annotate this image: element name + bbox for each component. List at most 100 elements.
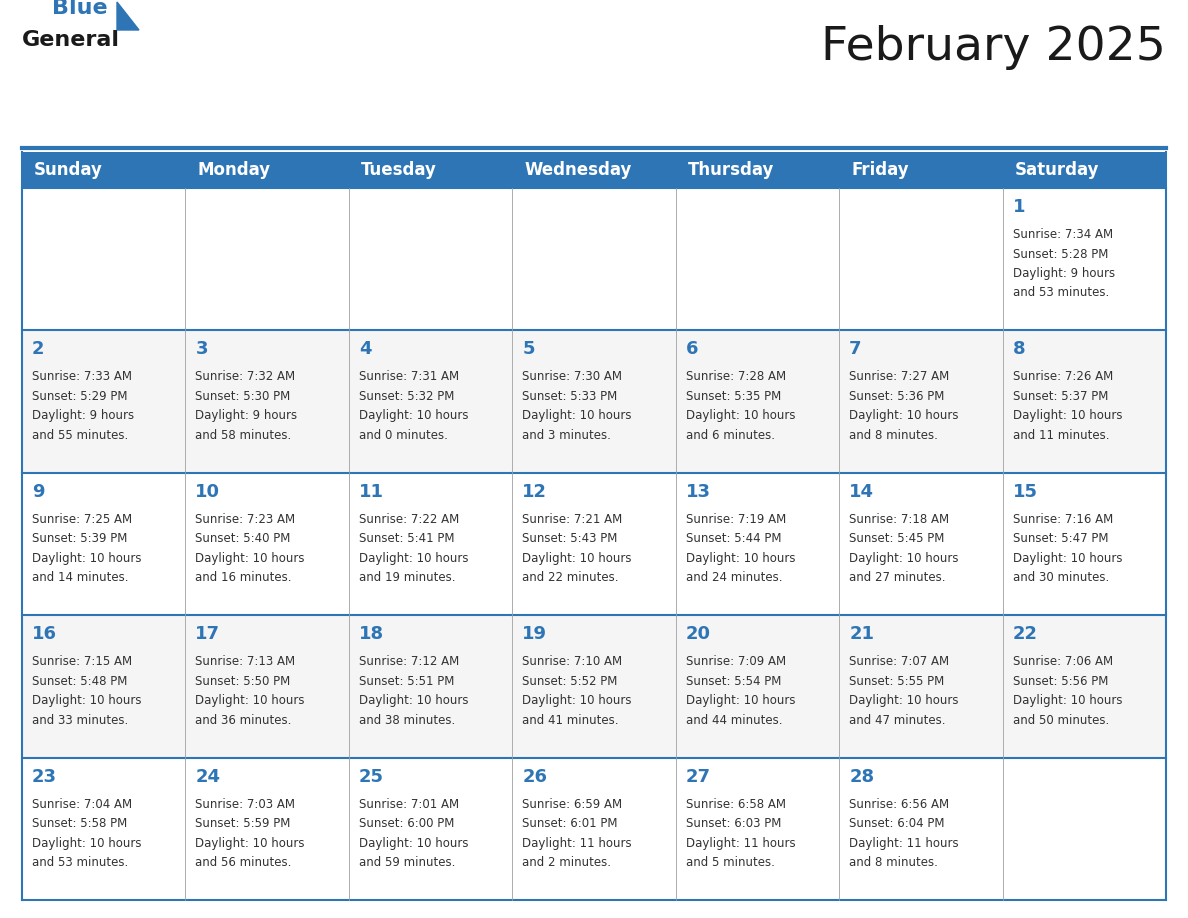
Bar: [676, 615, 839, 757]
Text: Sunset: 5:56 PM: Sunset: 5:56 PM: [1012, 675, 1108, 688]
Text: Sunset: 5:30 PM: Sunset: 5:30 PM: [196, 390, 291, 403]
Text: Sunset: 5:58 PM: Sunset: 5:58 PM: [32, 817, 127, 830]
Text: Sunrise: 7:31 AM: Sunrise: 7:31 AM: [359, 370, 459, 384]
Bar: [23, 188, 185, 330]
Text: Sunrise: 7:33 AM: Sunrise: 7:33 AM: [32, 370, 132, 384]
Text: 16: 16: [32, 625, 57, 644]
Text: 12: 12: [523, 483, 548, 501]
Text: Sunset: 5:29 PM: Sunset: 5:29 PM: [32, 390, 127, 403]
Bar: [349, 757, 512, 900]
Text: 18: 18: [359, 625, 384, 644]
Text: Daylight: 9 hours: Daylight: 9 hours: [1012, 267, 1114, 280]
Text: Daylight: 10 hours: Daylight: 10 hours: [685, 694, 795, 707]
Bar: [676, 152, 839, 188]
Text: Daylight: 10 hours: Daylight: 10 hours: [1012, 409, 1123, 422]
Text: Daylight: 11 hours: Daylight: 11 hours: [685, 836, 795, 849]
Text: 5: 5: [523, 341, 535, 358]
Text: Blue: Blue: [52, 0, 108, 18]
Bar: [676, 757, 839, 900]
Text: and 16 minutes.: and 16 minutes.: [196, 571, 292, 584]
Text: and 24 minutes.: and 24 minutes.: [685, 571, 782, 584]
Text: 1: 1: [1012, 198, 1025, 216]
Text: Daylight: 10 hours: Daylight: 10 hours: [32, 694, 141, 707]
Text: Sunset: 5:52 PM: Sunset: 5:52 PM: [523, 675, 618, 688]
Text: 9: 9: [32, 483, 44, 501]
Text: Daylight: 10 hours: Daylight: 10 hours: [196, 836, 305, 849]
Bar: [349, 152, 512, 188]
Text: Daylight: 10 hours: Daylight: 10 hours: [685, 409, 795, 422]
Bar: [839, 615, 1003, 757]
Text: General: General: [23, 30, 120, 50]
Text: and 30 minutes.: and 30 minutes.: [1012, 571, 1108, 584]
Text: 7: 7: [849, 341, 861, 358]
Text: Daylight: 10 hours: Daylight: 10 hours: [32, 552, 141, 565]
Text: 15: 15: [1012, 483, 1037, 501]
Text: Sunset: 6:04 PM: Sunset: 6:04 PM: [849, 817, 944, 830]
Text: Sunset: 5:41 PM: Sunset: 5:41 PM: [359, 532, 454, 545]
Bar: [349, 615, 512, 757]
Text: Daylight: 10 hours: Daylight: 10 hours: [849, 409, 959, 422]
Bar: [1003, 330, 1165, 473]
Text: Sunset: 5:55 PM: Sunset: 5:55 PM: [849, 675, 944, 688]
Text: Sunrise: 7:16 AM: Sunrise: 7:16 AM: [1012, 513, 1113, 526]
Text: 24: 24: [196, 767, 221, 786]
Text: Sunrise: 6:56 AM: Sunrise: 6:56 AM: [849, 798, 949, 811]
Text: and 56 minutes.: and 56 minutes.: [196, 856, 292, 869]
Text: Daylight: 11 hours: Daylight: 11 hours: [523, 836, 632, 849]
Text: 14: 14: [849, 483, 874, 501]
Text: Sunset: 5:39 PM: Sunset: 5:39 PM: [32, 532, 127, 545]
Text: and 2 minutes.: and 2 minutes.: [523, 856, 612, 869]
Text: Sunrise: 7:18 AM: Sunrise: 7:18 AM: [849, 513, 949, 526]
Text: and 27 minutes.: and 27 minutes.: [849, 571, 946, 584]
Text: 13: 13: [685, 483, 710, 501]
Text: Sunrise: 7:01 AM: Sunrise: 7:01 AM: [359, 798, 459, 811]
Text: Sunrise: 7:32 AM: Sunrise: 7:32 AM: [196, 370, 296, 384]
Bar: [23, 152, 185, 188]
Bar: [839, 330, 1003, 473]
Text: Sunrise: 7:04 AM: Sunrise: 7:04 AM: [32, 798, 132, 811]
Text: Sunrise: 7:15 AM: Sunrise: 7:15 AM: [32, 655, 132, 668]
Text: and 33 minutes.: and 33 minutes.: [32, 713, 128, 727]
Text: Sunset: 5:50 PM: Sunset: 5:50 PM: [196, 675, 291, 688]
Text: Monday: Monday: [197, 161, 271, 179]
Text: Sunset: 5:28 PM: Sunset: 5:28 PM: [1012, 248, 1108, 261]
Bar: [185, 330, 349, 473]
Text: and 50 minutes.: and 50 minutes.: [1012, 713, 1108, 727]
Text: Daylight: 10 hours: Daylight: 10 hours: [523, 694, 632, 707]
Bar: [839, 473, 1003, 615]
Text: Sunset: 5:44 PM: Sunset: 5:44 PM: [685, 532, 782, 545]
Text: Daylight: 10 hours: Daylight: 10 hours: [32, 836, 141, 849]
Text: Sunrise: 7:27 AM: Sunrise: 7:27 AM: [849, 370, 949, 384]
Text: 6: 6: [685, 341, 699, 358]
Text: and 5 minutes.: and 5 minutes.: [685, 856, 775, 869]
Text: Daylight: 11 hours: Daylight: 11 hours: [849, 836, 959, 849]
Text: Daylight: 10 hours: Daylight: 10 hours: [359, 694, 468, 707]
Bar: [512, 757, 676, 900]
Text: 22: 22: [1012, 625, 1037, 644]
Text: Daylight: 10 hours: Daylight: 10 hours: [523, 409, 632, 422]
Text: 2: 2: [32, 341, 44, 358]
Text: Daylight: 10 hours: Daylight: 10 hours: [1012, 694, 1123, 707]
Bar: [185, 188, 349, 330]
Bar: [1003, 152, 1165, 188]
Text: Sunrise: 6:59 AM: Sunrise: 6:59 AM: [523, 798, 623, 811]
Text: 20: 20: [685, 625, 710, 644]
Bar: [512, 615, 676, 757]
Bar: [23, 615, 185, 757]
Bar: [1003, 473, 1165, 615]
Text: Sunrise: 7:19 AM: Sunrise: 7:19 AM: [685, 513, 786, 526]
Text: 19: 19: [523, 625, 548, 644]
Text: Daylight: 10 hours: Daylight: 10 hours: [196, 552, 305, 565]
Text: Sunrise: 7:06 AM: Sunrise: 7:06 AM: [1012, 655, 1113, 668]
Bar: [185, 473, 349, 615]
Text: February 2025: February 2025: [821, 25, 1165, 70]
Text: Sunset: 5:45 PM: Sunset: 5:45 PM: [849, 532, 944, 545]
Bar: [839, 152, 1003, 188]
Bar: [512, 473, 676, 615]
Text: and 36 minutes.: and 36 minutes.: [196, 713, 292, 727]
Text: Sunrise: 7:22 AM: Sunrise: 7:22 AM: [359, 513, 459, 526]
Text: Sunset: 5:47 PM: Sunset: 5:47 PM: [1012, 532, 1108, 545]
Text: 27: 27: [685, 767, 710, 786]
Text: and 19 minutes.: and 19 minutes.: [359, 571, 455, 584]
Text: 4: 4: [359, 341, 372, 358]
